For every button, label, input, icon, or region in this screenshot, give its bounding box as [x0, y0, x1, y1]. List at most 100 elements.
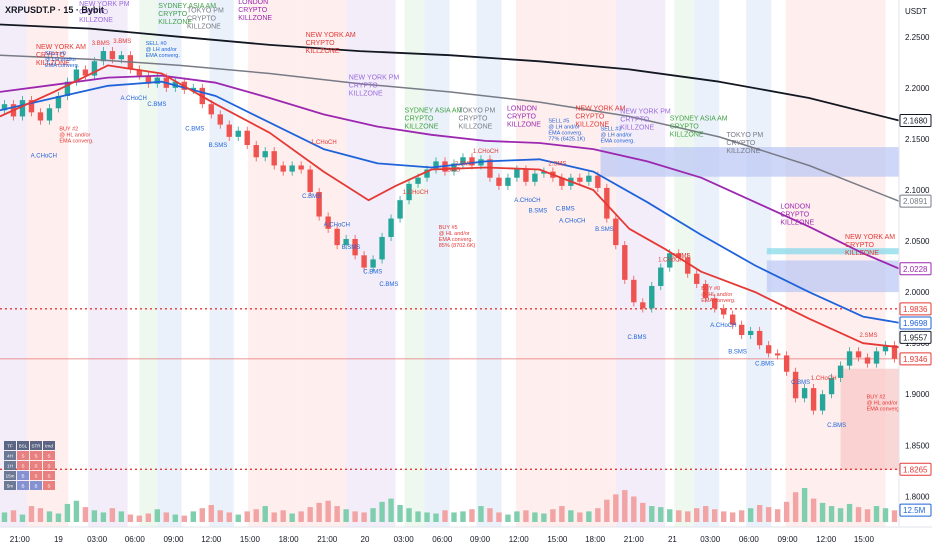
table-cell: [4, 451, 16, 460]
volume-bar: [64, 503, 71, 522]
x-tick-label: 03:00: [700, 535, 721, 544]
table-cell: [30, 461, 42, 470]
structure-label: B.SMS: [529, 208, 548, 214]
structure-label: 2.SMS: [672, 253, 690, 259]
session-band: [566, 0, 616, 527]
candle-body: [154, 77, 161, 84]
x-tick-label: 09:00: [163, 535, 184, 544]
table-cell-text: S: [47, 474, 50, 479]
structure-label: 1.CHoCH: [658, 257, 684, 263]
candle-body: [217, 114, 223, 125]
structure-label: A.CHoCH: [559, 219, 585, 225]
structure-label: 2.SMS: [859, 333, 877, 339]
structure-label: C.BMS: [147, 102, 166, 108]
price-tag-value: 1.9698: [903, 319, 928, 328]
candle-body: [595, 175, 601, 188]
structure-label: B.SMS: [728, 349, 747, 355]
x-tick-label: 12:00: [201, 535, 222, 544]
session-zone-label: NEW YORK PM CRYPTO KILLZONE: [79, 1, 130, 24]
session-zone-label: NEW YORK AM CRYPTO KILLZONE: [36, 44, 86, 67]
volume-bar: [712, 509, 718, 522]
volume-bar: [109, 508, 116, 522]
signal-labels: SELL #0 @ LH and/or EMA converg. SELL #0 @ L…: [45, 41, 901, 412]
candle-body: [46, 108, 53, 121]
x-tick-label: 15:00: [854, 535, 875, 544]
x-tick-label: 21:00: [624, 535, 645, 544]
structure-label: C.BMS: [556, 206, 575, 212]
zone-box: [840, 368, 899, 470]
candle-body: [424, 169, 430, 178]
volume-bar: [738, 510, 745, 522]
volume-bar: [801, 488, 808, 522]
structure-label: 1.CHoCH: [473, 149, 499, 155]
unit-label: USDT: [905, 7, 927, 16]
structure-label: C.BMS: [827, 423, 846, 429]
x-tick-label: 03:00: [394, 535, 415, 544]
candle-body: [532, 173, 538, 182]
time-axis[interactable]: 21:00 19 03:00 06:00 09:00 12:00 15:00 18:00 21:…: [0, 526, 932, 550]
structure-label: B.SMS: [342, 245, 361, 251]
volume-bar: [424, 512, 430, 522]
volume-bar: [442, 510, 448, 522]
candle-body: [756, 330, 763, 346]
table-cell-text: S: [34, 454, 37, 459]
table-cell: [17, 481, 29, 490]
volume-bar: [28, 506, 35, 522]
candle-body: [145, 75, 152, 84]
volume-bar: [649, 506, 655, 522]
candle-body: [577, 177, 583, 182]
session-zone-label: NEW YORK PM CRYPTO KILLZONE: [620, 108, 671, 131]
volume-bar: [388, 498, 394, 522]
volume-bar: [262, 506, 268, 522]
candle-body: [801, 388, 808, 399]
volume-bar: [685, 511, 691, 522]
candle-body: [658, 267, 664, 286]
candle-body: [262, 151, 268, 158]
volume-bar: [325, 500, 331, 522]
x-tick-label: 15:00: [240, 535, 261, 544]
volume-bar: [595, 508, 601, 522]
x-tick-label: 18:00: [585, 535, 606, 544]
x-tick-label: 12:00: [509, 535, 530, 544]
volume-bar: [334, 506, 340, 522]
structure-label: 3.BMS: [113, 39, 131, 45]
price-tag-box: [899, 302, 932, 316]
candle-body: [289, 165, 295, 172]
candle-body: [703, 283, 709, 299]
candle-body: [747, 330, 754, 335]
volume-bar: [226, 512, 232, 522]
candle-body: [685, 257, 691, 274]
table-cell-text: S: [47, 484, 50, 489]
volume-bar: [10, 510, 17, 522]
symbol-header[interactable]: XRPUSDT.P · 15 · Bybit: [5, 5, 104, 15]
structure-label: A.CHoCH: [31, 153, 57, 159]
volume-bar: [676, 510, 682, 522]
table-cell-text: S: [47, 454, 50, 459]
volume-bar: [487, 508, 493, 522]
table-cell: [43, 441, 55, 450]
volume-bar: [361, 512, 367, 522]
structure-label: 1.CHoCH: [811, 376, 837, 382]
x-tick-label: 06:00: [125, 535, 146, 544]
x-tick-label: 09:00: [470, 535, 491, 544]
volume-bar: [783, 501, 790, 522]
candles: [1, 46, 898, 415]
structure-label: A.CHoCH: [514, 198, 540, 204]
structure-label: A.CHoCH: [324, 223, 350, 229]
horizontal-levels: [0, 308, 899, 470]
candle-body: [712, 298, 718, 309]
x-tick-label: 15:00: [547, 535, 568, 544]
volume-bar: [235, 514, 241, 522]
volume-bar: [891, 510, 898, 522]
volume-bar: [604, 499, 610, 522]
candle-body: [118, 55, 125, 60]
table-cell: [4, 471, 16, 480]
candle-body: [460, 157, 466, 164]
volume-bar: [882, 508, 889, 522]
session-band: [88, 0, 128, 527]
zone-box: [766, 248, 899, 255]
structure-label: 2.SMS: [455, 161, 473, 167]
price-tag-box: [899, 462, 932, 476]
price-tag-value: 2.0228: [903, 265, 928, 274]
